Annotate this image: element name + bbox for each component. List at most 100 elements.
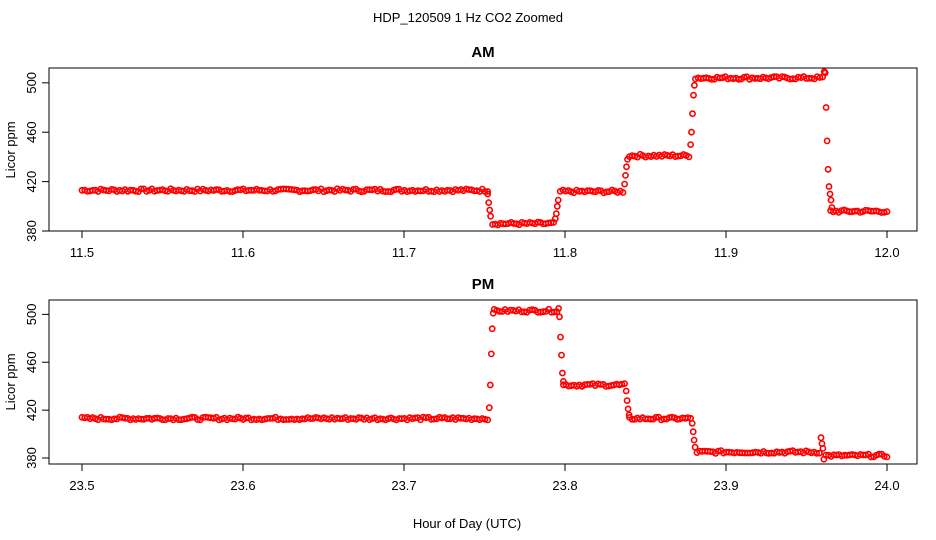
am-x-tick-label: 11.9 <box>714 245 738 260</box>
pm-panel-title: PM <box>472 276 495 293</box>
pm-data-point <box>488 325 496 333</box>
am-data-point <box>108 185 115 193</box>
am-y-tick-label: 500 <box>24 72 39 94</box>
x-axis-label: Hour of Day (UTC) <box>413 516 521 531</box>
am-y-tick-label: 420 <box>24 171 39 193</box>
am-data-point <box>137 185 145 193</box>
am-y-tick-label: 380 <box>24 220 39 242</box>
pm-x-axis: 23.5 23.6 23.7 23.8 23.9 24.0 <box>69 463 900 493</box>
am-data-point <box>825 183 833 190</box>
am-data-point <box>619 189 627 196</box>
pm-x-tick-label: 23.8 <box>552 478 577 493</box>
pm-panel: PM Licor ppm 23.5 23.6 23.7 23.8 23.9 24.0 38… <box>3 276 918 493</box>
am-data-point <box>595 186 602 194</box>
pm-y-tick-label: 500 <box>24 304 39 326</box>
pm-x-tick-label: 23.5 <box>69 478 94 493</box>
am-data-point <box>708 75 715 83</box>
am-data-point <box>552 210 560 218</box>
pm-data-point <box>652 413 660 421</box>
pm-x-tick-label: 23.6 <box>230 478 255 493</box>
am-data-point <box>553 202 561 210</box>
pm-data-point <box>622 387 630 395</box>
am-data-point <box>823 137 831 145</box>
pm-data-point <box>539 308 547 316</box>
am-data-point <box>816 74 824 81</box>
pm-data-point <box>484 416 492 424</box>
am-data-point <box>821 69 829 77</box>
am-data-point <box>132 187 140 195</box>
am-data-point <box>622 171 629 179</box>
pm-data-point <box>556 313 563 321</box>
am-x-tick-label: 11.5 <box>70 245 94 260</box>
pm-data-point <box>489 309 497 317</box>
am-data-point <box>486 206 494 214</box>
pm-data-point <box>560 377 567 385</box>
pm-data-point <box>875 450 883 458</box>
pm-data-point <box>813 449 821 457</box>
pm-data-point <box>883 453 891 461</box>
am-data-point <box>484 190 492 198</box>
pm-data-point <box>689 428 697 436</box>
am-x-tick-label: 12.0 <box>874 245 899 260</box>
am-data-point <box>685 153 693 161</box>
pm-data-point <box>623 397 631 404</box>
am-data-points <box>78 68 891 229</box>
am-data-point <box>689 110 696 118</box>
am-data-point <box>357 188 365 196</box>
am-data-point <box>824 165 832 173</box>
pm-data-point <box>485 404 493 412</box>
am-x-tick-label: 11.6 <box>231 245 255 260</box>
am-data-point <box>690 91 697 99</box>
pm-data-point <box>621 380 628 387</box>
am-data-point <box>624 155 631 163</box>
pm-y-tick-label: 380 <box>24 447 39 469</box>
am-data-point <box>621 180 628 188</box>
am-x-tick-label: 11.7 <box>392 245 416 260</box>
pm-data-point <box>691 443 699 451</box>
am-x-tick-label: 11.8 <box>553 245 577 260</box>
pm-data-point <box>688 419 696 427</box>
am-data-point <box>687 141 694 148</box>
pm-data-point <box>558 351 565 359</box>
am-data-point <box>484 188 492 195</box>
am-y-axis-label: Licor ppm <box>3 121 18 178</box>
pm-data-point <box>624 405 632 413</box>
pm-data-points <box>78 304 891 463</box>
pm-data-point <box>690 436 698 444</box>
pm-data-point <box>496 308 503 315</box>
am-data-point <box>161 187 169 195</box>
pm-data-point <box>625 411 633 419</box>
am-y-axis: 380 420 460 500 <box>24 72 50 242</box>
am-data-point <box>487 212 494 220</box>
pm-data-point <box>816 449 823 457</box>
pm-plot-frame <box>48 299 918 465</box>
pm-data-point <box>555 304 562 312</box>
am-data-point <box>883 208 891 215</box>
am-data-point <box>826 190 834 198</box>
pm-data-point <box>486 381 494 389</box>
pm-x-tick-label: 24.0 <box>874 478 899 493</box>
pm-data-point <box>557 333 564 341</box>
am-x-axis: 11.5 11.6 11.7 11.8 11.9 12.0 <box>70 230 900 260</box>
pm-y-tick-label: 420 <box>24 399 39 421</box>
am-data-point <box>485 199 493 206</box>
pm-data-point <box>487 350 495 358</box>
am-data-point <box>828 204 836 211</box>
am-data-point <box>688 128 695 136</box>
am-data-point <box>740 73 748 81</box>
pm-x-tick-label: 23.7 <box>391 478 416 493</box>
pm-data-point <box>188 413 196 421</box>
am-data-point <box>554 196 562 204</box>
pm-data-point <box>817 434 825 442</box>
am-y-tick-label: 460 <box>24 121 39 143</box>
pm-y-axis-label: Licor ppm <box>3 353 18 410</box>
am-data-point <box>827 196 835 204</box>
pm-data-point <box>819 444 827 452</box>
pm-data-point <box>559 369 566 377</box>
page-title: HDP_120509 1 Hz CO2 Zoomed <box>373 10 563 25</box>
am-data-point <box>623 163 630 171</box>
pm-data-point <box>550 308 558 316</box>
am-panel-title: AM <box>471 44 494 61</box>
am-data-point <box>822 104 830 111</box>
am-plot-frame <box>48 67 918 232</box>
